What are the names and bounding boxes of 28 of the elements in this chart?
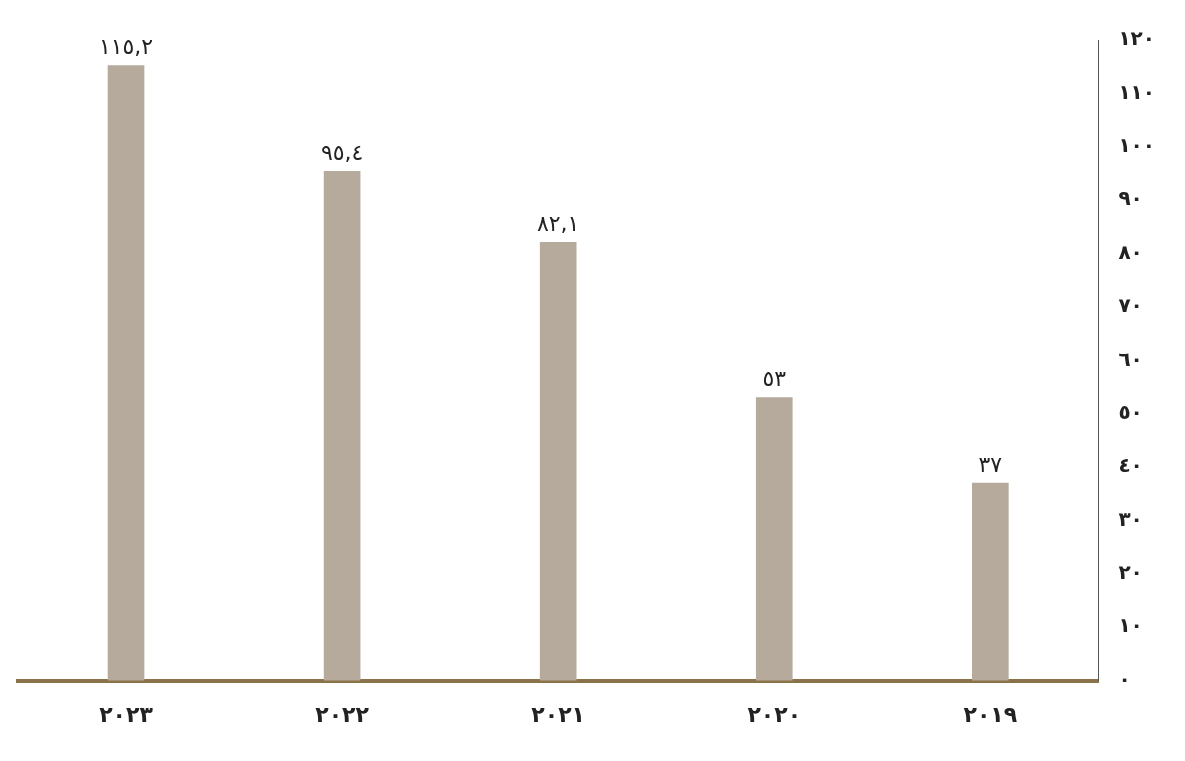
y-tick-label: ٤٠ — [1118, 453, 1143, 478]
y-tick-label: ٦٠ — [1118, 346, 1143, 371]
data-label: ٨٢,١ — [536, 211, 580, 237]
x-tick-label: ٢٠٢٠ — [747, 701, 802, 727]
y-tick-label: ١٢٠ — [1118, 26, 1155, 51]
y-tick-label: ٥٠ — [1118, 399, 1143, 424]
y-tick-label: ١٠٠ — [1118, 132, 1155, 157]
data-label: ١١٥,٢ — [98, 34, 154, 60]
y-tick-label: ١١٠ — [1118, 79, 1155, 104]
bar — [972, 482, 1009, 681]
bar — [755, 397, 793, 681]
bar — [323, 170, 361, 681]
y-tick-label: ٠ — [1118, 666, 1131, 691]
y-tick-label: ٢٠ — [1118, 560, 1143, 585]
x-tick-label: ٢٠١٩ — [963, 701, 1018, 727]
x-tick-label: ٢٠٢٢ — [315, 701, 370, 727]
bar — [539, 241, 577, 681]
y-tick-label: ١٠ — [1118, 613, 1143, 638]
y-tick-label: ٩٠ — [1118, 186, 1143, 211]
data-label: ٥٣ — [762, 366, 787, 392]
y-tick-label: ٧٠ — [1118, 293, 1143, 318]
y-tick-label: ٣٠ — [1118, 506, 1143, 531]
y-tick-label: ٨٠ — [1118, 239, 1143, 264]
data-label: ٣٧ — [978, 451, 1003, 477]
bar — [107, 65, 145, 681]
x-tick-label: ٢٠٢١ — [531, 701, 586, 727]
data-label: ٩٥,٤ — [320, 140, 364, 166]
x-tick-label: ٢٠٢٣ — [99, 701, 154, 727]
